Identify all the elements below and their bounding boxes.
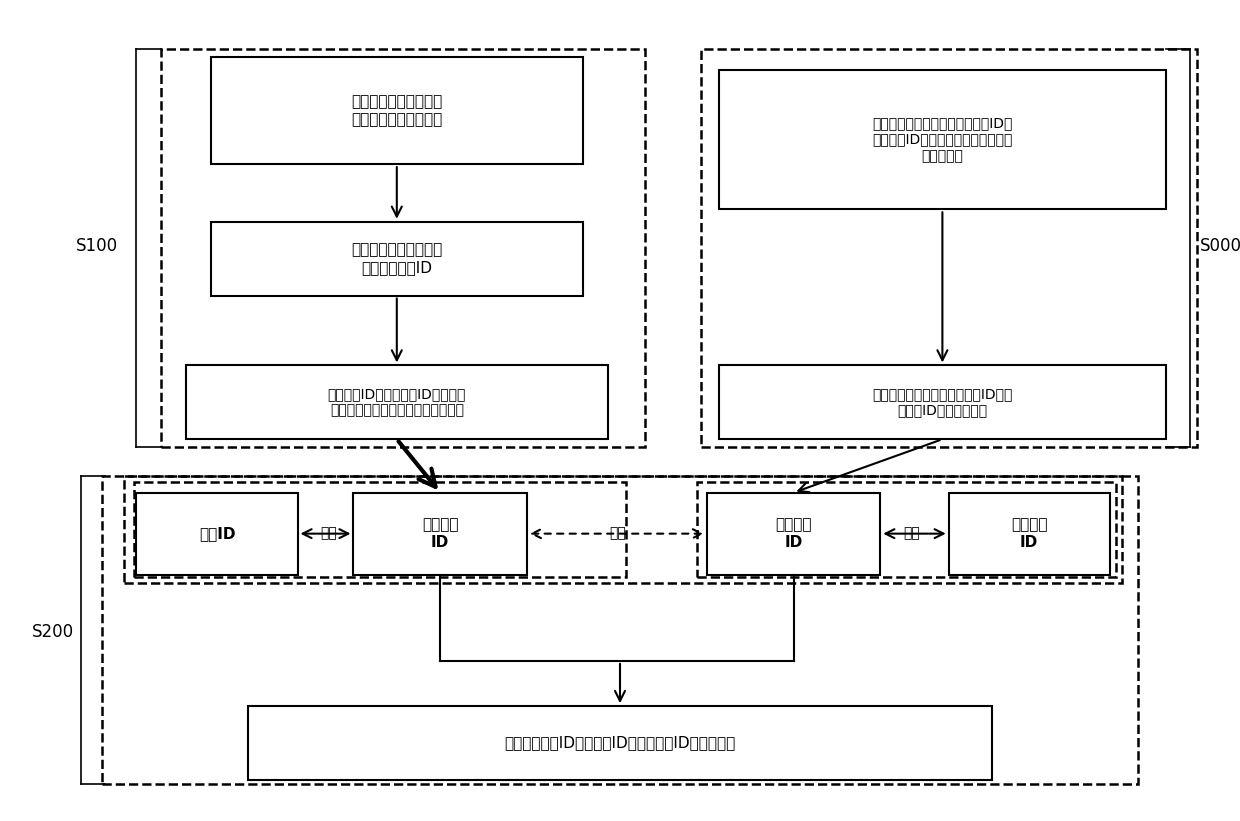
Bar xyxy=(102,476,1138,784)
Bar xyxy=(949,493,1110,575)
Text: S000: S000 xyxy=(1200,237,1240,255)
Bar xyxy=(211,222,583,296)
Text: 在定位推送服务器中对定位标签ID与
移动终端ID进行预配置，并储存于定
位信息库中: 在定位推送服务器中对定位标签ID与 移动终端ID进行预配置，并储存于定 位信息库… xyxy=(872,117,1013,163)
Text: 定位标签
ID: 定位标签 ID xyxy=(1011,517,1048,550)
Text: 实现人员ID与移动终端ID的绑定，
并将绑定信息推送至定位推送服务器: 实现人员ID与移动终端ID的绑定， 并将绑定信息推送至定位推送服务器 xyxy=(327,388,466,417)
Bar xyxy=(134,482,626,577)
Text: S200: S200 xyxy=(32,623,74,641)
Bar xyxy=(719,365,1166,439)
Bar xyxy=(161,49,645,447)
Text: S100: S100 xyxy=(76,237,118,255)
Bar xyxy=(707,493,880,575)
Bar xyxy=(136,493,298,575)
Text: 相同: 相同 xyxy=(609,526,626,541)
Text: 移动终端
ID: 移动终端 ID xyxy=(775,517,812,550)
Bar xyxy=(719,70,1166,209)
Text: 根据移动终端ID完成人员ID与定位标签ID的动态绑定: 根据移动终端ID完成人员ID与定位标签ID的动态绑定 xyxy=(505,736,735,750)
Bar xyxy=(124,476,1122,583)
Bar xyxy=(697,482,1116,577)
Text: 对应: 对应 xyxy=(903,526,920,541)
Bar xyxy=(186,365,608,439)
Bar xyxy=(211,57,583,164)
Text: 从定位信息库中获取定位标签ID与移
动终端ID的预配置信息: 从定位信息库中获取定位标签ID与移 动终端ID的预配置信息 xyxy=(872,388,1013,417)
Text: 用户通过移动终端登录
三维作业指导推送系统: 用户通过移动终端登录 三维作业指导推送系统 xyxy=(351,94,443,127)
Bar xyxy=(701,49,1197,447)
Bar xyxy=(248,706,992,780)
Text: 对应: 对应 xyxy=(320,526,337,541)
Bar xyxy=(353,493,527,575)
Text: 人员ID: 人员ID xyxy=(198,526,236,541)
Text: 三维作业指导推送系统
获取移动终端ID: 三维作业指导推送系统 获取移动终端ID xyxy=(351,242,443,275)
Text: 移动终端
ID: 移动终端 ID xyxy=(422,517,459,550)
